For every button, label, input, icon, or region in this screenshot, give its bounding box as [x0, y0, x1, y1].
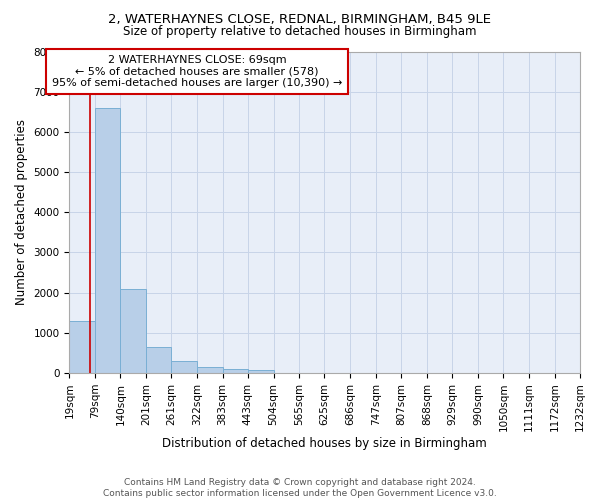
X-axis label: Distribution of detached houses by size in Birmingham: Distribution of detached houses by size … — [163, 437, 487, 450]
Bar — [95, 108, 121, 373]
Bar — [146, 347, 171, 373]
Bar — [223, 370, 248, 373]
Text: 2, WATERHAYNES CLOSE, REDNAL, BIRMINGHAM, B45 9LE: 2, WATERHAYNES CLOSE, REDNAL, BIRMINGHAM… — [109, 12, 491, 26]
Text: Contains HM Land Registry data © Crown copyright and database right 2024.
Contai: Contains HM Land Registry data © Crown c… — [103, 478, 497, 498]
Text: Size of property relative to detached houses in Birmingham: Size of property relative to detached ho… — [123, 25, 477, 38]
Bar — [171, 361, 197, 373]
Y-axis label: Number of detached properties: Number of detached properties — [15, 119, 28, 305]
Bar — [197, 368, 223, 373]
Text: 2 WATERHAYNES CLOSE: 69sqm
← 5% of detached houses are smaller (578)
95% of semi: 2 WATERHAYNES CLOSE: 69sqm ← 5% of detac… — [52, 55, 342, 88]
Bar — [121, 288, 146, 373]
Bar — [70, 320, 95, 373]
Bar — [248, 370, 274, 373]
